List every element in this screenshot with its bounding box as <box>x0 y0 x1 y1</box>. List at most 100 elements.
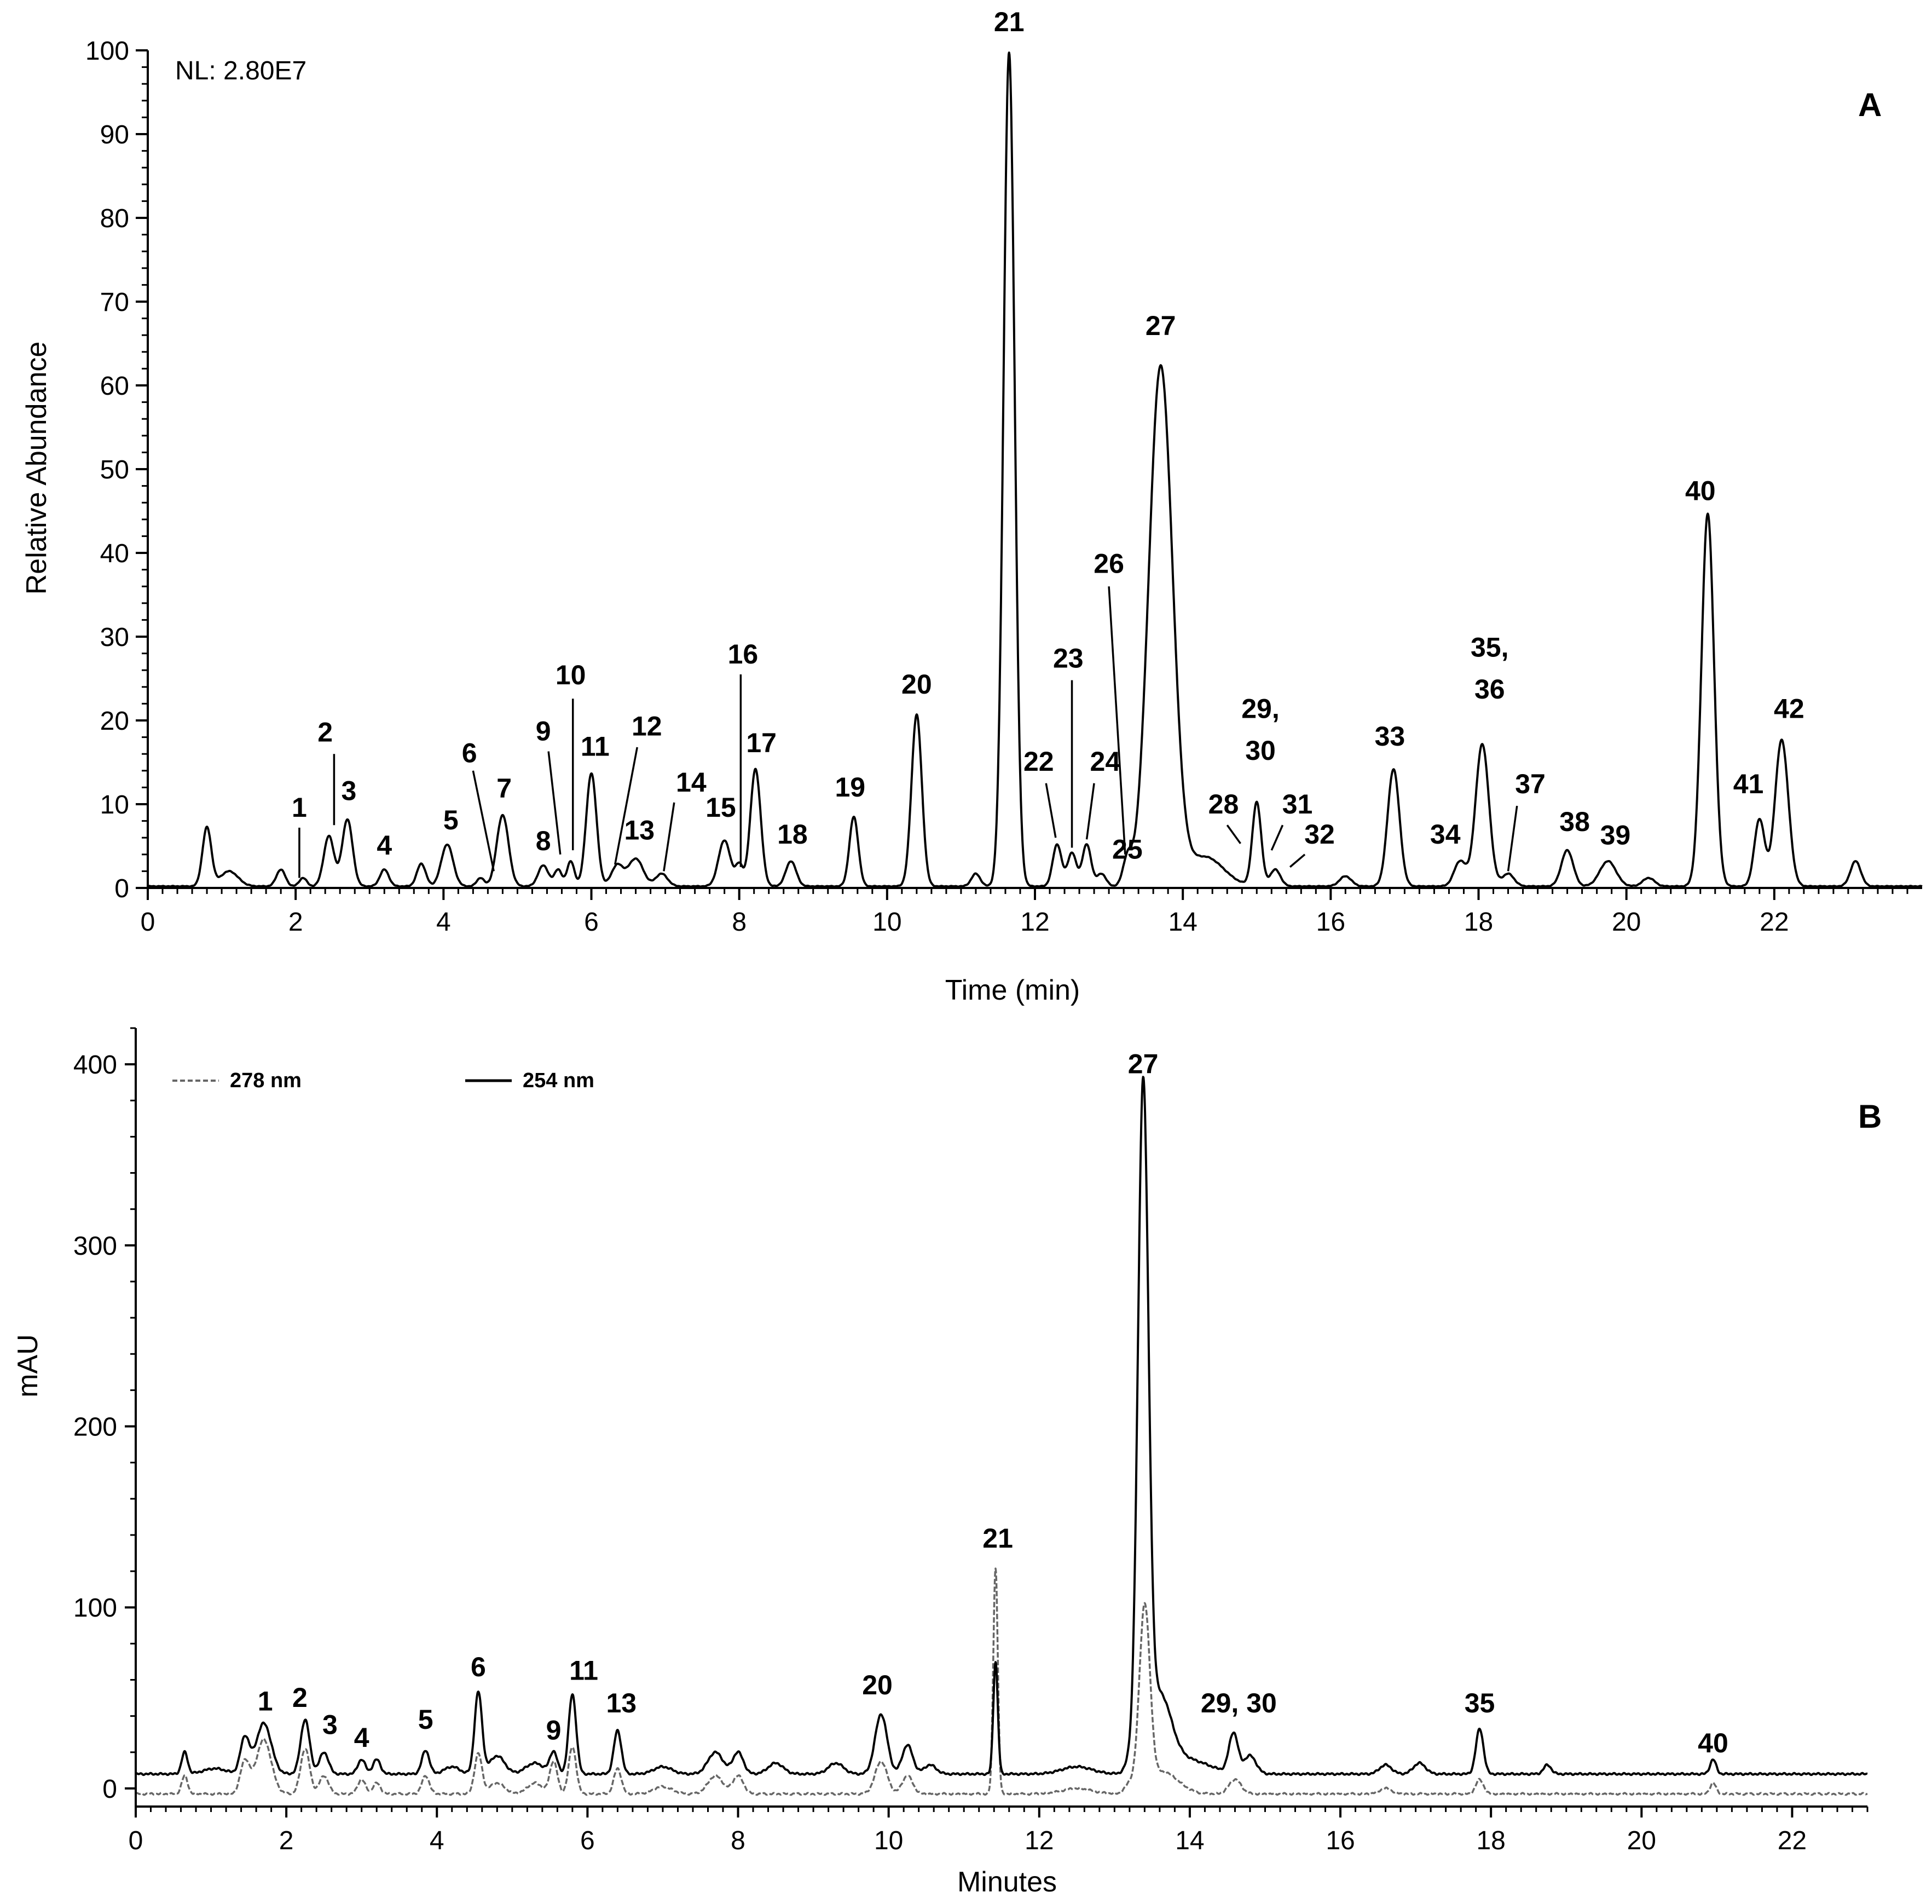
panel-a-y-tick-label: 0 <box>114 874 129 903</box>
panel-b-peak-label: 21 <box>982 1523 1013 1554</box>
panel-b-peak-label: 13 <box>606 1688 637 1718</box>
panel-a-peak-label: 11 <box>581 731 610 761</box>
panel-a-peak-label: 27 <box>1146 310 1176 341</box>
panel-a-peak-label: 37 <box>1515 769 1546 799</box>
panel-a-x-tick-label: 12 <box>1020 908 1049 937</box>
panel-a-x-tick-label: 14 <box>1168 908 1197 937</box>
legend-278nm-label: 278 nm <box>230 1069 302 1092</box>
panel-a-peak-label: 29, <box>1241 693 1280 724</box>
panel-a-x-tick-label: 6 <box>584 908 599 937</box>
panel-a-peak-label: 32 <box>1304 819 1335 850</box>
panel-a-peak-label: 34 <box>1430 819 1461 850</box>
panel-b-peak-label: 27 <box>1128 1049 1159 1080</box>
panel-a-peak-leader-line <box>614 747 638 865</box>
panel-a-peak-label: 25 <box>1112 834 1143 864</box>
panel-a-peak-label: 9 <box>536 716 551 747</box>
panel-b-peak-label: 40 <box>1698 1728 1728 1758</box>
panel-b-x-tick-label: 10 <box>874 1826 903 1855</box>
panel-b-y-tick-label: 200 <box>73 1413 117 1442</box>
panel-a: 0 2 4 6 8 10 12 14 16 18 20 22010203040506070809010… <box>21 7 1923 1006</box>
panel-b-x-tick-label: 22 <box>1778 1826 1807 1855</box>
panel-b-x-tick-label: 8 <box>731 1826 745 1855</box>
panel-a-peak-label: 28 <box>1208 789 1239 820</box>
panel-b-peak-label: 5 <box>418 1704 433 1735</box>
panel-b-peak-label: 3 <box>322 1710 338 1740</box>
panel-a-peak-label: 12 <box>632 711 662 742</box>
panel-a-y-tick-label: 70 <box>100 288 129 317</box>
panel-a-x-tick-label: 20 <box>1612 908 1641 937</box>
panel-b-y-axis-title: mAU <box>12 1334 44 1398</box>
panel-b-y-tick-label: 300 <box>73 1232 117 1261</box>
panel-b-x-tick-label: 4 <box>430 1826 444 1855</box>
panel-a-peak-leader-line <box>1045 783 1057 838</box>
panel-b-peak-label: 29, 30 <box>1201 1688 1277 1718</box>
panel-a-peak-label: 38 <box>1559 806 1590 837</box>
panel-b-x-tick-label: 6 <box>580 1826 595 1855</box>
panel-a-nl-annotation: NL: 2.80E7 <box>175 56 306 85</box>
panel-a-peak-label: 41 <box>1733 769 1764 799</box>
panel-a-peak-label: 4 <box>377 830 392 861</box>
panel-b-x-tick-label: 14 <box>1175 1826 1204 1855</box>
panel-a-peak-label: 40 <box>1685 476 1716 506</box>
panel-a-peak-leader-line <box>1108 586 1126 855</box>
panel-a-peak-label: 23 <box>1053 643 1084 674</box>
panel-b-peak-labels: 1 23 4 5 6 911 13 20 21 27 29, 30 35 40 <box>258 1049 1728 1758</box>
panel-a-peak-labels: 1234567891011121314151617181920212223242… <box>292 7 1804 878</box>
panel-a-peak-label: 15 <box>705 792 736 823</box>
panel-a-peak-label: 19 <box>835 772 865 803</box>
panel-a-peak-label: 16 <box>728 639 759 670</box>
panel-a-y-tick-label: 20 <box>100 707 129 736</box>
panel-a-peak-label: 6 <box>462 738 477 769</box>
panel-a-x-tick-label: 4 <box>436 908 451 937</box>
panel-a-peak-leader-line <box>1507 805 1518 872</box>
panel-a-peak-label: 42 <box>1774 693 1804 724</box>
panel-b-x-tick-label: 12 <box>1025 1826 1054 1855</box>
panel-a-letter: A <box>1858 86 1882 123</box>
panel-a-peak-label: 17 <box>746 728 777 758</box>
panel-b-legend: 278 nm 254 nm <box>172 1069 594 1092</box>
panel-a-peak-label: 13 <box>624 815 655 845</box>
panel-b-x-axis-title: Minutes <box>957 1866 1057 1898</box>
panel-a-x-tick-label: 10 <box>872 908 901 937</box>
panel-a-peak-label: 21 <box>994 7 1025 37</box>
panel-a-peak-label: 26 <box>1094 549 1124 579</box>
panel-a-y-tick-label: 90 <box>100 120 129 149</box>
panel-a-y-tick-label: 60 <box>100 372 129 401</box>
panel-b-peak-label: 1 <box>258 1686 273 1717</box>
panel-a-peak-label: 3 <box>342 775 357 806</box>
panel-a-peak-label: 33 <box>1375 721 1405 752</box>
panel-b-x-tick-label: 16 <box>1326 1826 1355 1855</box>
panel-a-x-tick-label: 22 <box>1760 908 1789 937</box>
panel-a-peak-label: 10 <box>556 660 586 690</box>
panel-a-x-axis-title: Time (min) <box>945 974 1080 1006</box>
panel-b-y-tick-label: 100 <box>73 1594 117 1623</box>
panel-a-y-tick-label: 80 <box>100 204 129 233</box>
panel-a-peak-leader-line <box>547 751 562 855</box>
panel-a-peak-leader-line <box>663 802 675 872</box>
panel-b-x-tick-label: 18 <box>1476 1826 1505 1855</box>
panel-b-peak-label: 9 <box>546 1715 562 1746</box>
panel-b-peak-label: 35 <box>1465 1688 1495 1718</box>
panel-a-x-tick-label: 2 <box>288 908 303 937</box>
panel-a-trace-tic <box>147 51 1923 888</box>
panel-a-peak-label: 22 <box>1023 746 1054 777</box>
panel-b-peak-label: 2 <box>292 1682 308 1713</box>
panel-b-letter: B <box>1858 1098 1882 1135</box>
panel-a-peak-leader-line <box>1289 853 1306 868</box>
panel-a-peak-leader-line <box>472 770 495 872</box>
panel-a-peak-label: 30 <box>1245 735 1276 766</box>
panel-a-peak-label: 36 <box>1474 674 1505 705</box>
panel-b-x-tick-label: 2 <box>279 1826 294 1855</box>
panel-a-peak-label: 18 <box>777 819 808 850</box>
panel-a-peak-label: 8 <box>536 826 551 856</box>
panel-b-y-tick-label: 0 <box>102 1775 117 1804</box>
panel-a-x-tick-label: 8 <box>732 908 747 937</box>
panel-a-peak-label: 1 <box>292 792 307 823</box>
panel-a-y-tick-label: 40 <box>100 539 129 568</box>
panel-a-peak-label: 39 <box>1600 820 1631 850</box>
panel-a-peak-leader-line <box>1226 824 1241 844</box>
panel-b-x-tick-label: 0 <box>129 1826 143 1855</box>
panel-b-x-tick-label: 20 <box>1627 1826 1656 1855</box>
